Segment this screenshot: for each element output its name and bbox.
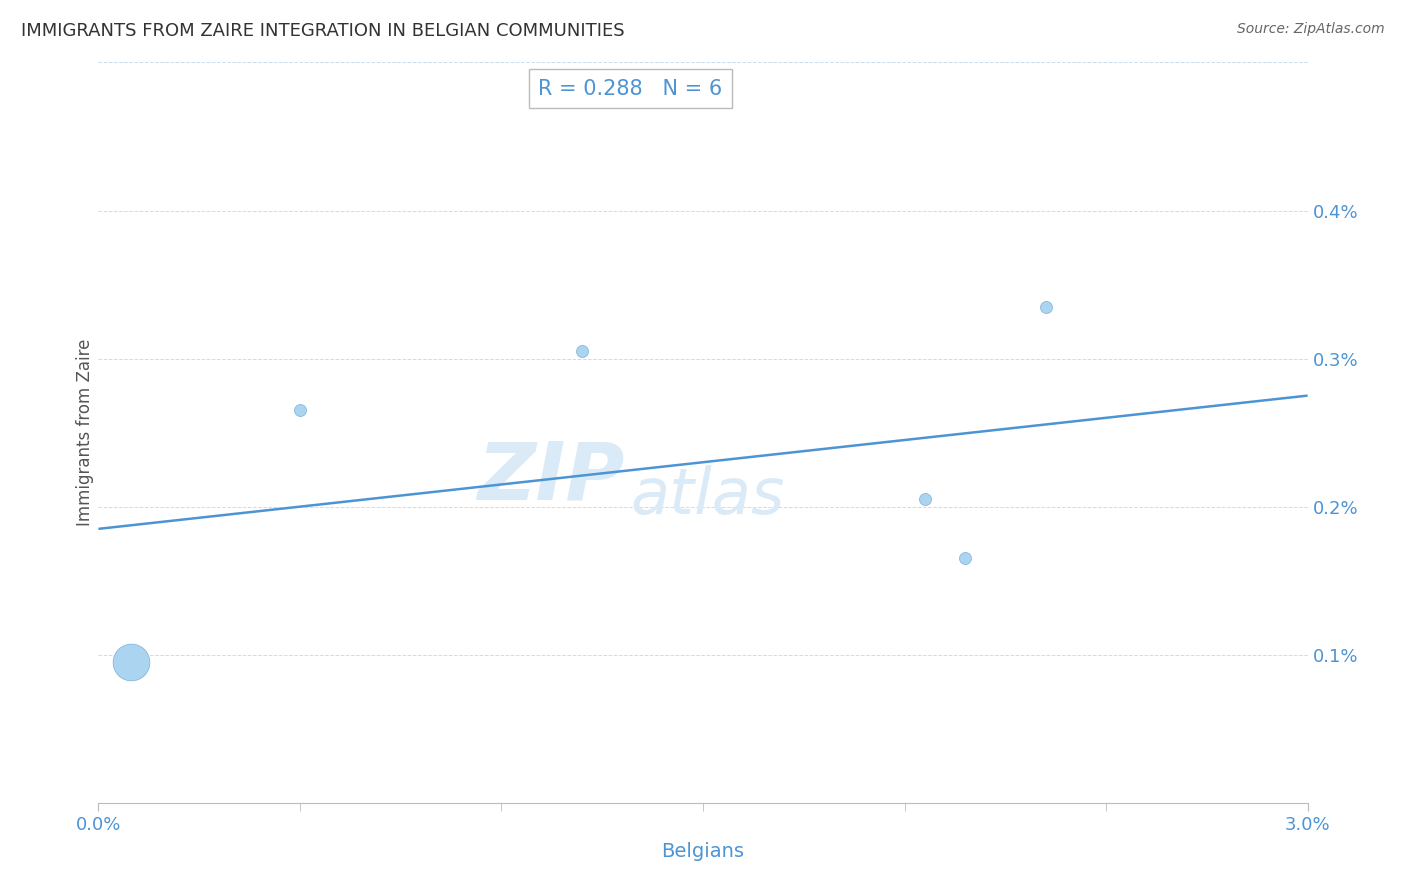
Y-axis label: Immigrants from Zaire: Immigrants from Zaire <box>76 339 94 526</box>
Point <box>1035 300 1057 314</box>
Point <box>914 492 936 507</box>
Text: Source: ZipAtlas.com: Source: ZipAtlas.com <box>1237 22 1385 37</box>
Point <box>288 403 311 417</box>
Text: atlas: atlas <box>630 465 785 526</box>
X-axis label: Belgians: Belgians <box>661 842 745 862</box>
Text: IMMIGRANTS FROM ZAIRE INTEGRATION IN BELGIAN COMMUNITIES: IMMIGRANTS FROM ZAIRE INTEGRATION IN BEL… <box>21 22 624 40</box>
Point <box>953 551 976 566</box>
Point <box>571 344 593 359</box>
Text: R = 0.288   N = 6: R = 0.288 N = 6 <box>538 78 723 99</box>
Point <box>120 655 142 669</box>
Text: ZIP: ZIP <box>477 438 624 516</box>
